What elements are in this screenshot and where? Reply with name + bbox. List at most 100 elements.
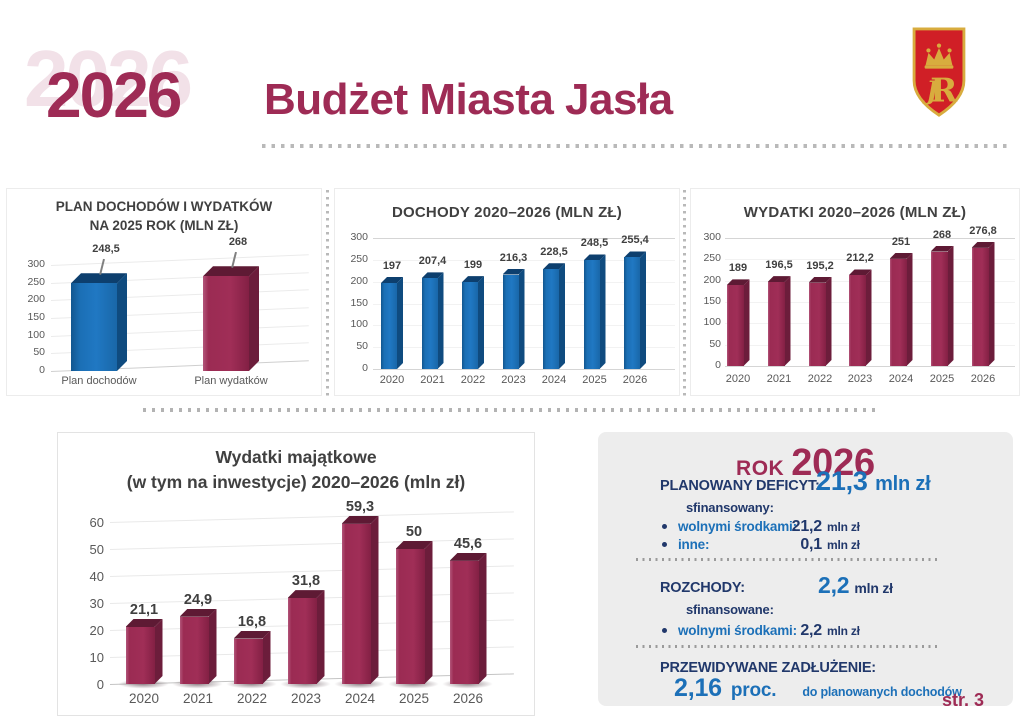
bar-side-face: [826, 277, 832, 366]
vertical-divider: [326, 190, 329, 396]
bar-top-face: [768, 276, 791, 282]
bar-front-face: [808, 282, 826, 366]
deficit-unit: mln zł: [875, 473, 931, 495]
page-title: Budżet Miasta Jasła: [264, 75, 673, 124]
bar-shadow: [331, 679, 387, 689]
page-number: str. 3: [942, 690, 985, 710]
x-axis-category-label: Plan wydatków: [194, 375, 268, 387]
gridline: [373, 259, 675, 261]
bullet-item: wolnymi środkami:21,2 mln zł: [662, 518, 860, 536]
y-axis-tick-label: 300: [703, 231, 721, 243]
bar-front-face: [381, 282, 397, 369]
deficit-sub-label: sfinansowany:: [686, 500, 774, 515]
bar-2021: [767, 276, 791, 366]
bullet-dot-icon: [662, 524, 667, 529]
bullet-dot-icon: [662, 542, 667, 547]
bar-2020: [726, 279, 750, 366]
bar-value-label: 199: [463, 259, 483, 272]
bullet-item: wolnymi środkami: 2,2 mln zł: [662, 622, 860, 640]
bar-top-face: [234, 631, 271, 639]
y-axis-tick-label: 50: [33, 346, 45, 359]
chart-title: DOCHODY 2020–2026 (MLN ZŁ): [335, 202, 679, 223]
bar-2022: [808, 277, 832, 366]
bar-side-face: [640, 251, 646, 369]
bar-value-label: 276,8: [969, 224, 997, 237]
rozchody-value: 2,2 mln zł: [818, 572, 893, 599]
y-axis-tick-label: 200: [350, 274, 368, 287]
bar-value-label: 216,3: [499, 251, 528, 264]
bar-top-face: [126, 619, 163, 627]
bar-2025: [583, 254, 606, 369]
year-label: 2026: [46, 59, 182, 131]
bar-side-face: [479, 553, 487, 684]
bar-2022: [233, 631, 271, 684]
gridline: [373, 369, 675, 370]
deficit-label: PLANOWANY DEFICYT:: [660, 478, 820, 494]
bar-top-face: [203, 266, 259, 276]
bar-value-label: 45,6: [453, 535, 483, 552]
bullet-value: 2,2: [800, 622, 822, 639]
bar-top-face: [450, 553, 487, 561]
chart-title-line: DOCHODY 2020–2026 (MLN ZŁ): [392, 204, 622, 221]
bar-2023: [848, 269, 872, 366]
bar-front-face: [287, 598, 317, 684]
bar-value-label: 248,5: [92, 243, 120, 256]
bullet-unit: mln zł: [827, 538, 860, 552]
x-axis-category-label: 2021: [182, 691, 214, 706]
x-axis-category-label: 2024: [888, 373, 914, 385]
bullet-value: 21,2: [791, 518, 823, 535]
y-axis-tick-label: 60: [89, 515, 104, 530]
bar-front-face: [767, 282, 785, 366]
y-axis-tick-label: 50: [356, 340, 368, 353]
bar-plan-wydatków: [203, 266, 259, 371]
bar-2023: [287, 590, 325, 684]
y-axis-tick-label: 0: [715, 359, 721, 371]
bar-2024: [341, 516, 379, 684]
y-axis-tick-label: 300: [350, 231, 368, 243]
bar-side-face: [519, 269, 525, 369]
bar-2026: [449, 553, 487, 684]
bar-value-label: 255,4: [621, 234, 649, 247]
bullet-label: inne:: [678, 537, 710, 552]
bullet-unit: mln zł: [827, 520, 860, 534]
rozchody-label: ROZCHODY:: [660, 580, 745, 596]
bar-side-face: [209, 609, 217, 684]
gridline: [373, 238, 675, 239]
bar-2026: [624, 251, 646, 369]
x-axis-category-label: 2021: [420, 374, 445, 386]
bar-value-label: 21,1: [129, 602, 159, 619]
x-axis-category-label: 2026: [970, 373, 996, 385]
bar-front-face: [421, 278, 438, 369]
bar-side-face: [989, 242, 995, 366]
x-axis-category-label: 2025: [582, 374, 607, 386]
bar-shadow: [277, 679, 333, 689]
bar-top-face: [931, 246, 954, 252]
bar-2026: [971, 242, 995, 366]
bar-side-face: [478, 276, 484, 369]
rozchody-amount: 2,2: [818, 572, 850, 598]
y-axis-tick-label: 0: [96, 677, 104, 692]
bar-value-label: 196,5: [765, 259, 793, 272]
bar-top-face: [890, 253, 913, 259]
x-axis-category-label: 2020: [379, 374, 405, 386]
bar-side-face: [263, 631, 271, 684]
rok-year: 2026: [791, 442, 875, 484]
y-axis-tick-label: 20: [89, 623, 104, 638]
bar-top-face: [727, 279, 750, 285]
y-axis-tick-label: 100: [27, 328, 45, 341]
chart-wydatki-majatkowe: Wydatki majątkowe (w tym na inwestycje) …: [57, 432, 535, 716]
deficit-value: 21,3 mln zł: [816, 466, 931, 497]
chart-title-line: Wydatki majątkowe: [215, 447, 377, 467]
x-axis-category-label: 2022: [460, 374, 486, 386]
y-axis-tick-label: 250: [27, 275, 45, 288]
x-axis-category-label: 2024: [541, 374, 567, 386]
gridline: [725, 366, 1015, 367]
section-divider: [143, 408, 878, 412]
x-axis-category-label: 2026: [452, 691, 484, 706]
zadluzenie-amount: 2,16: [674, 674, 722, 702]
bar-value-label: 195,2: [806, 259, 834, 272]
y-axis-tick-label: 150: [703, 295, 721, 307]
x-axis-category-label: 2025: [398, 691, 430, 706]
bar-2020: [125, 619, 163, 684]
